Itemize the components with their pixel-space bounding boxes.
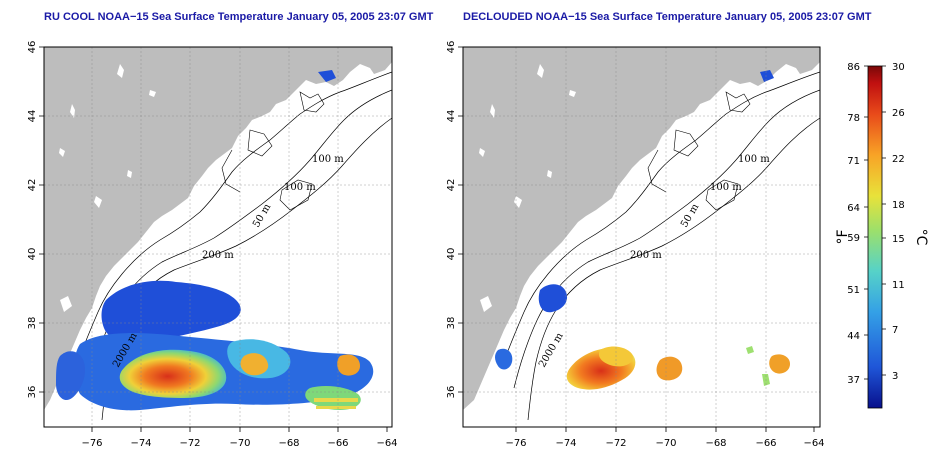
lat-tick-label: 38 <box>27 317 38 330</box>
left-map <box>44 47 392 427</box>
colorbar-f-tick: 59 <box>847 233 860 244</box>
colorbar-f-tick: 64 <box>847 203 860 214</box>
lon-tick-label: −72 <box>179 438 200 449</box>
colorbar-f-tick: 37 <box>847 375 860 386</box>
lon-tick-label: −64 <box>803 438 824 449</box>
lat-tick-label: 38 <box>446 317 457 330</box>
lon-tick-label: −76 <box>81 438 102 449</box>
left-panel-title: RU COOL NOAA−15 Sea Surface Temperature … <box>44 11 434 23</box>
colorbar-ramp <box>867 65 883 409</box>
sst-overlay <box>56 70 374 411</box>
colorbar: 86 78 71 64 59 51 44 37 30 26 22 18 15 1… <box>835 62 929 409</box>
sst-overlay <box>495 70 790 390</box>
lat-tick-label: 44 <box>446 110 457 123</box>
bathy-contour-2000 <box>527 117 820 421</box>
right-panel-title: DECLOUDED NOAA−15 Sea Surface Temperatur… <box>463 11 872 23</box>
left-lat-tick-labels: 36 38 40 42 44 46 <box>27 41 38 399</box>
colorbar-f-tick: 44 <box>847 331 860 342</box>
land-mass <box>44 47 392 410</box>
lat-tick-label: 44 <box>27 110 38 123</box>
lon-tick-label: −64 <box>376 438 397 449</box>
lon-tick-label: −66 <box>755 438 776 449</box>
contour-label: 200 m <box>202 250 234 261</box>
colorbar-c-tick: 11 <box>892 280 905 291</box>
right-map <box>463 47 820 427</box>
land-mass <box>463 47 820 410</box>
left-plot-frame <box>43 46 393 428</box>
right-lon-tick-labels: −76 −74 −72 −70 −68 −66 −64 <box>505 438 824 449</box>
colorbar-c-tick: 22 <box>892 154 905 165</box>
lat-tick-label: 40 <box>446 248 457 261</box>
lon-tick-label: −70 <box>655 438 676 449</box>
colorbar-fahrenheit-label: °F <box>835 229 851 244</box>
colorbar-c-tick: 15 <box>892 234 905 245</box>
bathy-contour-100 <box>79 71 392 357</box>
lat-tick-label: 36 <box>446 386 457 399</box>
lon-tick-label: −68 <box>705 438 726 449</box>
lat-tick-label: 42 <box>27 179 38 192</box>
bathy-contour-100 <box>505 71 820 357</box>
right-plot-frame <box>462 46 821 428</box>
lat-tick-label: 40 <box>27 248 38 261</box>
right-axes <box>458 46 815 432</box>
colorbar-c-tick: 30 <box>892 62 905 73</box>
bathy-contour-200 <box>513 89 820 389</box>
contour-label: 100 m <box>312 154 344 165</box>
lat-tick-label: 36 <box>27 386 38 399</box>
lat-tick-label: 46 <box>27 41 38 54</box>
lon-tick-label: −70 <box>229 438 250 449</box>
colorbar-celsius-label: °C <box>913 229 929 246</box>
contour-label: 200 m <box>630 250 662 261</box>
colorbar-f-tick: 71 <box>847 156 860 167</box>
lon-tick-label: −66 <box>327 438 348 449</box>
lon-tick-label: −76 <box>505 438 526 449</box>
right-lat-tick-labels: 36 38 40 42 44 46 <box>446 41 457 399</box>
left-axes <box>39 46 388 432</box>
contour-label: 100 m <box>284 182 316 193</box>
contour-label: 100 m <box>738 154 770 165</box>
lon-tick-label: −68 <box>278 438 299 449</box>
lat-tick-label: 46 <box>446 41 457 54</box>
colorbar-c-tick: 3 <box>892 371 898 382</box>
colorbar-f-tick: 78 <box>847 113 860 124</box>
colorbar-c-tick: 18 <box>892 200 905 211</box>
lat-tick-label: 42 <box>446 179 457 192</box>
left-lon-tick-labels: −76 −74 −72 −70 −68 −66 −64 <box>81 438 397 449</box>
colorbar-c-tick: 7 <box>892 325 898 336</box>
lon-tick-label: −74 <box>555 438 576 449</box>
colorbar-f-tick: 51 <box>847 285 860 296</box>
colorbar-c-tick: 26 <box>892 108 905 119</box>
lon-tick-label: −74 <box>130 438 151 449</box>
lon-tick-label: −72 <box>605 438 626 449</box>
contour-label: 100 m <box>710 182 742 193</box>
colorbar-f-tick: 86 <box>847 62 860 73</box>
